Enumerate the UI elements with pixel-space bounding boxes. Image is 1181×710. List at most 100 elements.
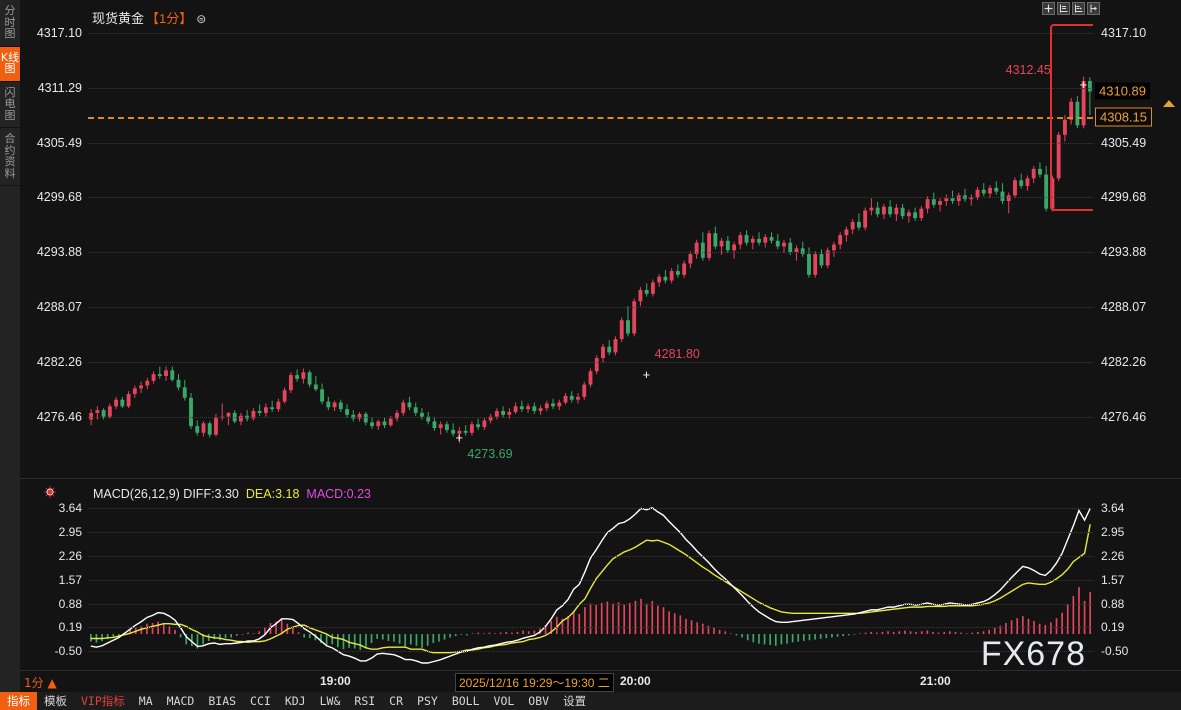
recent-high-annotation: 4312.45: [1005, 62, 1051, 77]
price-axis-label-right: 4305.49: [1101, 135, 1147, 150]
price-axis-label-right: 4317.10: [1101, 25, 1147, 40]
price-gridline: [88, 417, 1093, 419]
price-axis-label-left: 4282.26: [36, 355, 82, 370]
toolbar-item-label: BOLL: [451, 694, 480, 708]
toolbar-boll[interactable]: BOLL: [445, 692, 487, 710]
price-axis-label-left: 4299.68: [36, 190, 82, 205]
macd-gridline: [88, 532, 1093, 534]
toolbar-obv[interactable]: OBV: [521, 692, 556, 710]
price-axis-label-right: 4299.68: [1101, 190, 1147, 205]
sidebar-filler: [0, 186, 20, 710]
low-price-annotation: 4273.69: [467, 447, 513, 462]
macd-title: MACD(26,12,9) DIFF:3.30: [93, 487, 239, 501]
chart-area[interactable]: 4317.10 4311.29 4305.49 4299.68 4293.88 4288.…: [20, 0, 1181, 692]
price-axis-label-left: 4293.88: [36, 245, 82, 260]
sidebar-item-label: 闪电图: [4, 85, 16, 122]
macd-axis-label-left: 1.57: [58, 572, 82, 587]
alert-bell-icon[interactable]: [44, 486, 56, 498]
sidebar-item-timeshare[interactable]: 分时图: [0, 0, 20, 47]
period-label: 【1分】: [146, 11, 193, 26]
macd-axis-label-right: 1.57: [1101, 572, 1125, 587]
timeframe-label[interactable]: 1分 ▲: [24, 676, 57, 690]
toolbar-item-label: PSY: [417, 694, 438, 708]
scroll-end-icon[interactable]: [1087, 2, 1100, 15]
toolbar-vol[interactable]: VOL: [487, 692, 522, 710]
price-axis-label-right: 4293.88: [1101, 245, 1147, 260]
toolbar-settings[interactable]: 设置: [556, 692, 593, 710]
toolbar-macd[interactable]: MACD: [160, 692, 202, 710]
toolbar-item-label: CCI: [250, 694, 271, 708]
macd-plot[interactable]: [88, 479, 1093, 670]
price-marker-crosshair-icon: +: [455, 430, 463, 446]
toolbar-item-label: VIP指标: [81, 694, 125, 708]
macd-indicator-header: MACD(26,12,9) DIFF:3.30 DEA:3.18 MACD:0.23: [93, 487, 371, 501]
macd-gridline: [88, 603, 1093, 605]
price-gridline: [88, 307, 1093, 309]
macd-axis-label-right: 0.88: [1101, 596, 1125, 611]
scale-right-icon[interactable]: [1072, 2, 1085, 15]
toolbar-rsi[interactable]: RSI: [347, 692, 382, 710]
fit-all-icon[interactable]: [1042, 2, 1055, 15]
macd-axis-label-left: 0.88: [58, 596, 82, 611]
crosshair-timestamp: 2025/12/16 19:29～19:30 二: [455, 673, 614, 692]
sidebar-item-label: 分时图: [4, 4, 16, 40]
sidebar-item-kline[interactable]: K线图: [0, 46, 20, 82]
high-price-annotation: 4281.80: [654, 346, 700, 361]
highlight-box: [1049, 24, 1093, 212]
toolbar-vip-indicators[interactable]: VIP指标: [74, 692, 132, 710]
price-axis-label-left: 4317.10: [36, 25, 82, 40]
toolbar-item-label: MA: [138, 694, 153, 708]
price-axis-label-left: 4288.07: [36, 300, 82, 315]
sidebar-item-lightning[interactable]: 闪电图: [0, 82, 20, 128]
toolbar-bias[interactable]: BIAS: [201, 692, 243, 710]
macd-gridline: [88, 579, 1093, 581]
toolbar-lwr[interactable]: LW&: [313, 692, 348, 710]
settings-gear-icon[interactable]: ⊜: [196, 12, 207, 26]
price-axis-label-right: 4282.26: [1101, 355, 1147, 370]
last-price-chip: 4310.89: [1095, 82, 1150, 100]
toolbar-item-label: LW&: [319, 694, 341, 708]
chart-tool-buttons[interactable]: [1042, 2, 1100, 15]
toolbar-template[interactable]: 模板: [37, 692, 74, 710]
price-gridline: [88, 32, 1093, 34]
price-axis-label-left: 4276.46: [36, 410, 82, 425]
macd-panel[interactable]: 3.64 2.95 2.26 1.57 0.88 0.19 -0.50 3.64 2.95 2.…: [20, 478, 1181, 670]
macd-gridline: [88, 508, 1093, 510]
macd-axis-label-left: 2.26: [58, 549, 82, 564]
time-tick-label: 20:00: [620, 674, 651, 688]
time-tick-label: 19:00: [320, 674, 351, 688]
price-gridline: [88, 197, 1093, 199]
macd-value: MACD:0.23: [306, 487, 372, 501]
price-panel[interactable]: 4317.10 4311.29 4305.49 4299.68 4293.88 4288.…: [20, 0, 1181, 478]
macd-axis-label-right: 2.95: [1101, 525, 1125, 540]
cost-price-line: [88, 117, 1093, 120]
price-axis-label-right: 4276.46: [1101, 410, 1147, 425]
toolbar-item-label: MACD: [166, 694, 195, 708]
macd-gridline: [88, 556, 1093, 558]
sidebar-item-label: 合约资料: [4, 132, 16, 180]
toolbar-cr[interactable]: CR: [382, 692, 410, 710]
macd-axis-label-left: 0.19: [58, 620, 82, 635]
macd-axis-label-left: 2.95: [58, 525, 82, 540]
left-sidebar: 分时图 K线图 闪电图 合约资料: [0, 0, 20, 710]
bottom-toolbar[interactable]: 指标 模板 VIP指标 MA MACD BIAS CCI KDJ LW& RSI CR PSY BOLL…: [0, 692, 1181, 710]
toolbar-indicators[interactable]: 指标: [0, 692, 37, 710]
scale-left-icon[interactable]: [1057, 2, 1070, 15]
macd-axis-label-right: 2.26: [1101, 549, 1125, 564]
candlestick-svg: [89, 76, 1092, 444]
price-plot[interactable]: 4281.80 +4273.69 +4312.45 +: [88, 0, 1093, 478]
toolbar-ma[interactable]: MA: [132, 692, 160, 710]
time-tick-label: 21:00: [920, 674, 951, 688]
price-axis-label-left: 4305.49: [36, 135, 82, 150]
price-gridline: [88, 252, 1093, 254]
macd-dea-value: DEA:3.18: [245, 487, 300, 501]
sidebar-item-contract-info[interactable]: 合约资料: [0, 128, 20, 186]
toolbar-kdj[interactable]: KDJ: [278, 692, 313, 710]
macd-axis-label-left: -0.50: [54, 644, 82, 659]
toolbar-item-label: 模板: [44, 694, 67, 708]
price-marker-crosshair-icon: +: [1079, 76, 1088, 92]
toolbar-psy[interactable]: PSY: [410, 692, 445, 710]
toolbar-cci[interactable]: CCI: [243, 692, 278, 710]
macd-axis-right: 3.64 2.95 2.26 1.57 0.88 0.19 -0.50: [1093, 479, 1181, 670]
